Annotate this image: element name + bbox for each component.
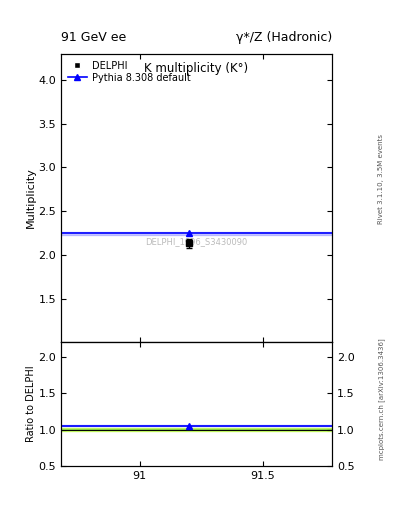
Y-axis label: Ratio to DELPHI: Ratio to DELPHI xyxy=(26,366,35,442)
Text: K multiplicity (K°): K multiplicity (K°) xyxy=(145,62,248,75)
Text: mcplots.cern.ch [arXiv:1306.3436]: mcplots.cern.ch [arXiv:1306.3436] xyxy=(378,338,385,460)
Y-axis label: Multiplicity: Multiplicity xyxy=(26,167,35,228)
Text: γ*/Z (Hadronic): γ*/Z (Hadronic) xyxy=(236,31,332,44)
Text: Rivet 3.1.10, 3.5M events: Rivet 3.1.10, 3.5M events xyxy=(378,134,384,224)
Text: 91 GeV ee: 91 GeV ee xyxy=(61,31,126,44)
Legend: DELPHI, Pythia 8.308 default: DELPHI, Pythia 8.308 default xyxy=(66,58,193,84)
Text: DELPHI_1996_S3430090: DELPHI_1996_S3430090 xyxy=(145,237,248,246)
